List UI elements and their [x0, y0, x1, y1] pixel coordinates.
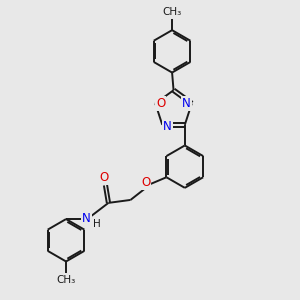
Text: O: O — [99, 171, 109, 184]
Text: O: O — [156, 97, 165, 110]
Text: N: N — [163, 120, 172, 133]
Text: CH₃: CH₃ — [56, 275, 76, 285]
Text: N: N — [82, 212, 91, 225]
Text: N: N — [182, 97, 191, 110]
Text: CH₃: CH₃ — [163, 7, 182, 16]
Text: O: O — [141, 176, 151, 189]
Text: H: H — [93, 219, 101, 230]
